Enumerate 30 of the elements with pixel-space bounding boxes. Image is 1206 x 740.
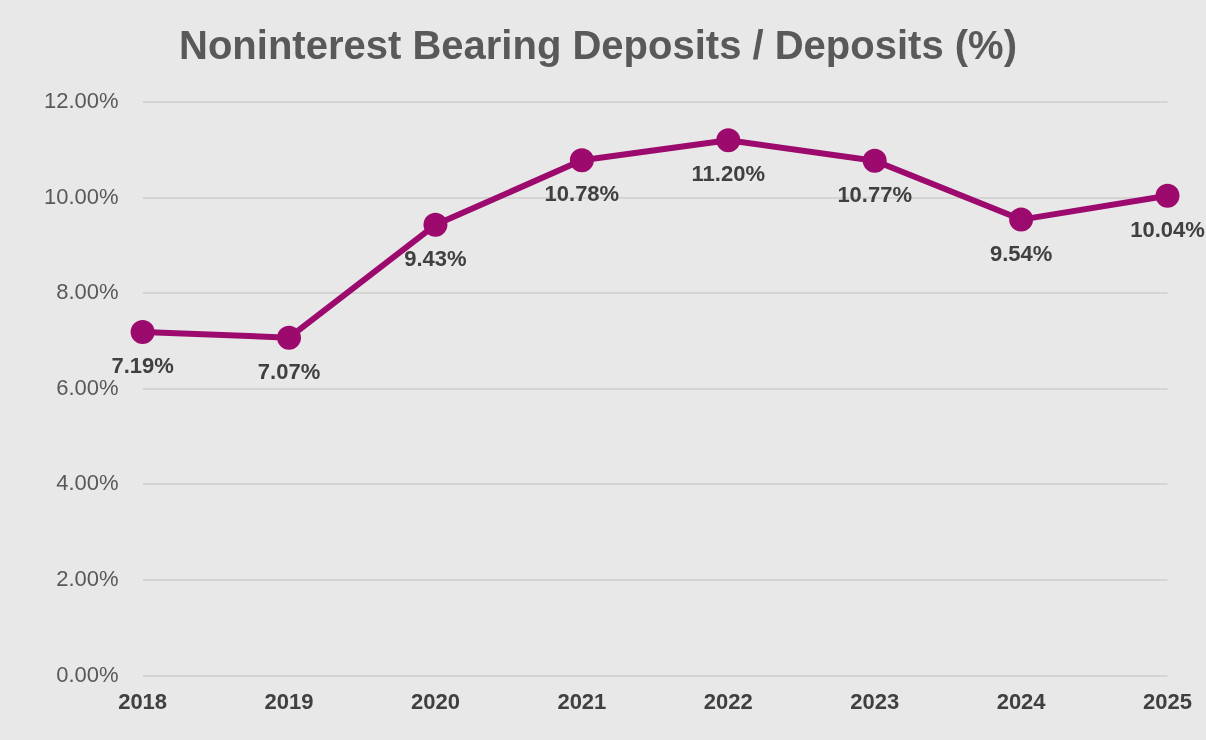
point: [423, 212, 448, 237]
x-tick-label: 2020: [410, 688, 460, 714]
x-tick-label: 2018: [118, 688, 168, 714]
x-tick-label: 2025: [1143, 688, 1193, 714]
data-label: 9.43%: [404, 245, 467, 271]
x-tick-label: 2023: [850, 688, 900, 714]
point: [716, 128, 741, 153]
data-label: 11.20%: [691, 161, 765, 187]
data-label: 9.54%: [989, 240, 1053, 266]
point: [130, 319, 155, 344]
point: [569, 148, 594, 173]
point: [1009, 207, 1034, 232]
data-label: 10.77%: [837, 181, 913, 207]
y-tick-label: 2.00%: [56, 566, 119, 592]
chart-title: Noninterest Bearing Deposits / Deposits (%): [179, 23, 1017, 68]
x-tick-label: 2022: [703, 688, 753, 714]
point: [277, 325, 302, 350]
data-label: 7.07%: [257, 358, 321, 384]
y-tick-label: 12.00%: [43, 88, 119, 114]
y-tick-label: 4.00%: [56, 470, 119, 496]
point: [1155, 183, 1180, 208]
data-label: 10.78%: [544, 181, 620, 207]
x-tick-label: 2019: [264, 688, 314, 714]
y-tick-label: 10.00%: [43, 183, 119, 209]
x-tick-label: 2021: [557, 688, 607, 714]
point: [862, 148, 887, 173]
y-tick-label: 0.00%: [56, 661, 119, 687]
data-label: 10.04%: [1130, 216, 1205, 242]
x-tick-label: 2024: [996, 688, 1047, 714]
y-tick-label: 8.00%: [56, 279, 119, 305]
